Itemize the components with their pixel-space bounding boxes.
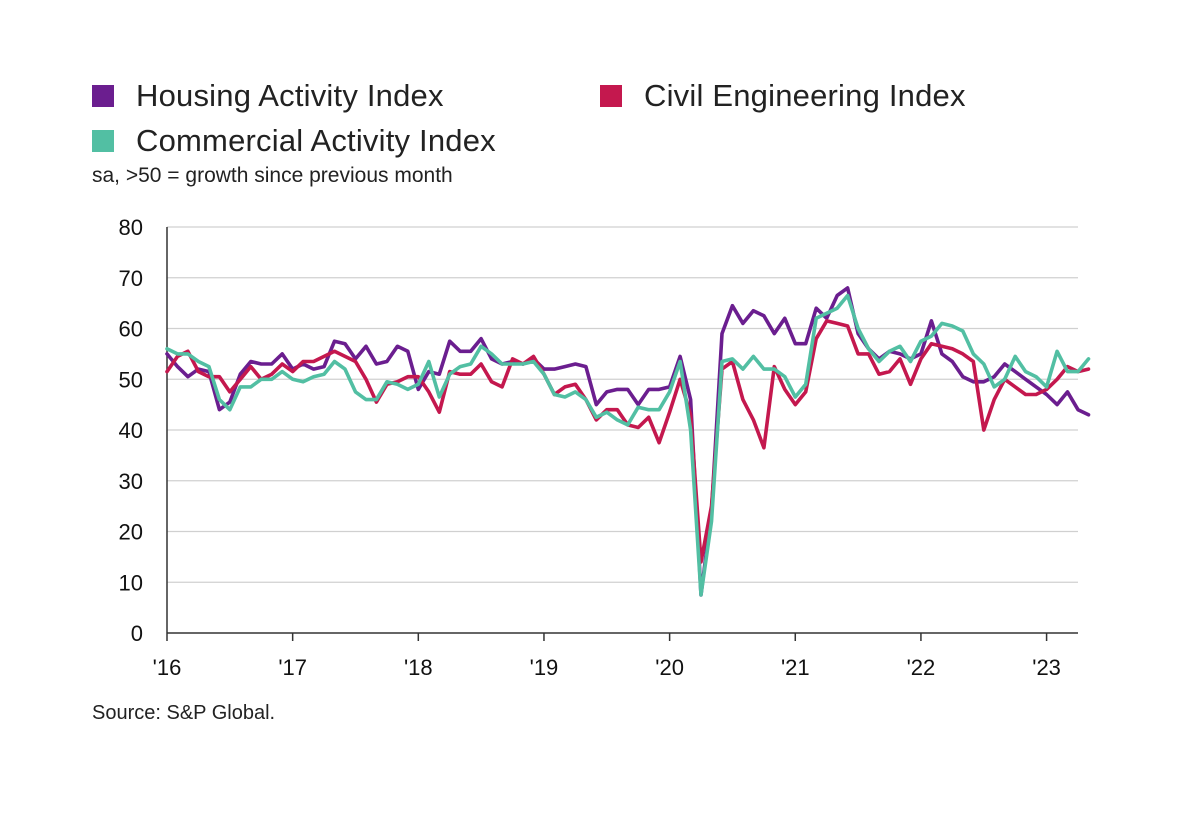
- series-line-civil-engineering-index: [165, 319, 1091, 564]
- series-line-commercial-activity-index: [165, 293, 1091, 597]
- y-tick-label: 70: [119, 266, 143, 291]
- y-tick-label: 0: [131, 621, 143, 646]
- legend-item-commercial: Commercial Activity Index: [92, 123, 496, 159]
- x-tick-label: '17: [278, 655, 307, 680]
- x-tick-label: '19: [530, 655, 559, 680]
- y-tick-label: 30: [119, 469, 143, 494]
- legend-label-commercial: Commercial Activity Index: [136, 123, 496, 158]
- legend-swatch-housing: [92, 85, 114, 107]
- legend-label-housing: Housing Activity Index: [136, 78, 444, 113]
- legend-label-civil: Civil Engineering Index: [644, 78, 966, 113]
- chart-subtitle: sa, >50 = growth since previous month: [92, 164, 453, 187]
- y-tick-label: 10: [119, 570, 143, 595]
- y-tick-label: 50: [119, 367, 143, 392]
- legend-swatch-civil: [600, 85, 622, 107]
- series-line-housing-activity-index: [165, 286, 1091, 597]
- x-tick-label: '16: [153, 655, 182, 680]
- x-tick-label: '22: [907, 655, 936, 680]
- legend-item-housing: Housing Activity Index: [92, 78, 444, 114]
- y-tick-label: 20: [119, 520, 143, 545]
- source-note: Source: S&P Global.: [92, 702, 276, 724]
- y-tick-label: 60: [119, 317, 143, 342]
- legend-item-civil: Civil Engineering Index: [600, 78, 966, 114]
- y-tick-label: 80: [119, 215, 143, 240]
- legend-swatch-commercial: [92, 130, 114, 152]
- y-tick-label: 40: [119, 418, 143, 443]
- x-tick-label: '18: [404, 655, 433, 680]
- chart-legend: Housing Activity Index Civil Engineering…: [92, 70, 1092, 160]
- x-tick-label: '21: [781, 655, 810, 680]
- x-tick-label: '23: [1032, 655, 1061, 680]
- x-tick-label: '20: [655, 655, 684, 680]
